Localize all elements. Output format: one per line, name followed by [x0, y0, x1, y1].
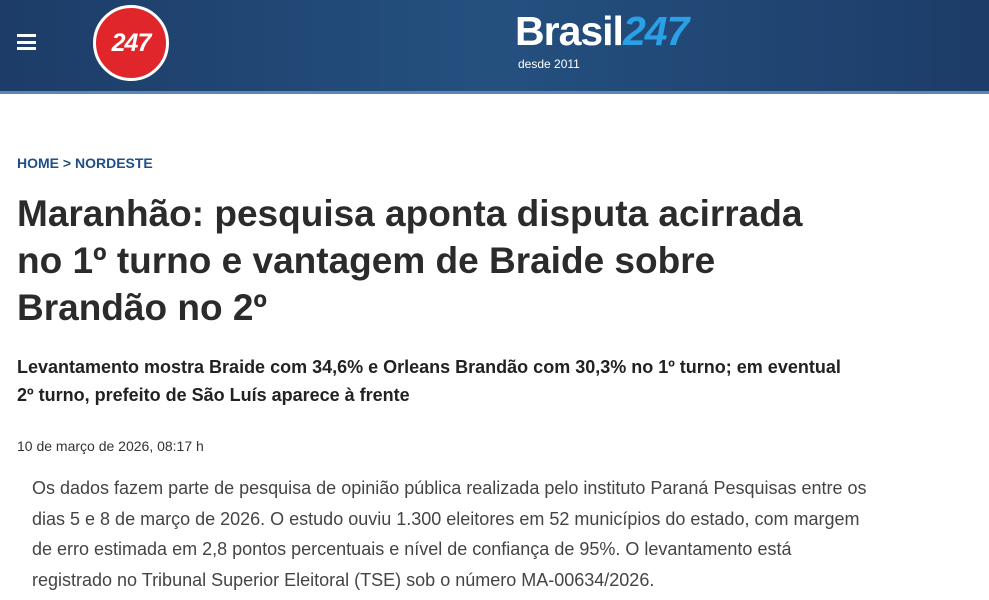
site-header: 247 Brasil247 desde 2011	[0, 0, 989, 94]
brand-number: 247	[622, 8, 689, 54]
breadcrumb-home[interactable]: HOME	[17, 155, 59, 171]
breadcrumb: HOME > NORDESTE	[17, 155, 153, 171]
article-title: Maranhão: pesquisa aponta disputa acirra…	[17, 193, 803, 328]
article-date: 10 de março de 2026, 08:17 h	[17, 438, 204, 454]
brand-logo[interactable]: Brasil247	[515, 8, 689, 55]
brand-word: Brasil	[515, 8, 624, 54]
logo-badge[interactable]: 247	[93, 5, 169, 81]
breadcrumb-separator: >	[62, 155, 72, 171]
article-subtitle: Levantamento mostra Braide com 34,6% e O…	[17, 357, 841, 405]
breadcrumb-section[interactable]: NORDESTE	[74, 155, 153, 171]
article-body: Os dados fazem parte de pesquisa de opin…	[32, 478, 867, 590]
menu-button[interactable]	[17, 34, 36, 50]
tagline: desde 2011	[518, 57, 580, 71]
logo-badge-text: 247	[111, 28, 152, 57]
